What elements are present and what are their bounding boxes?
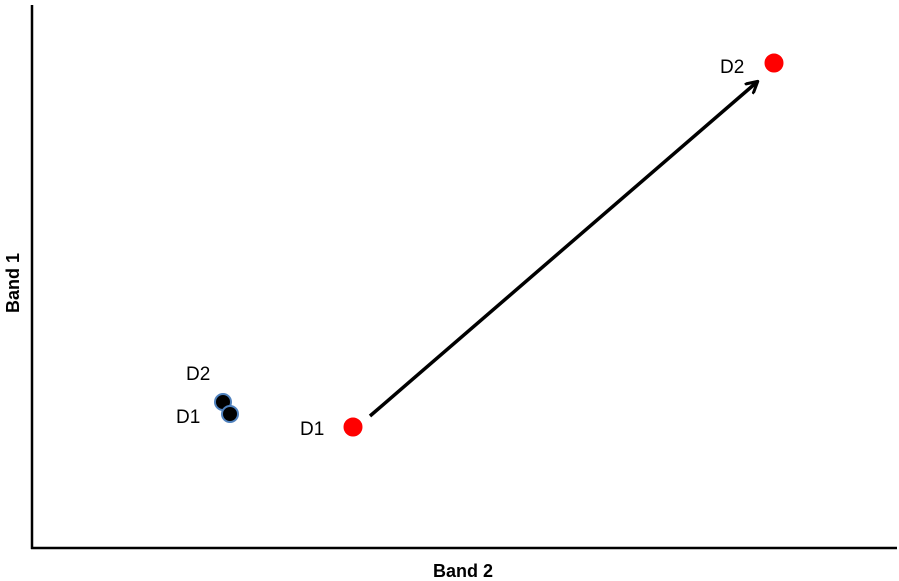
label-black-d1: D1 <box>176 407 200 428</box>
label-black-d2: D2 <box>186 364 210 385</box>
x-axis-label: Band 2 <box>433 561 493 581</box>
point-black-d1 <box>221 405 239 423</box>
y-axis-label: Band 1 <box>3 253 23 313</box>
label-red-d1: D1 <box>300 419 324 440</box>
point-red-d2 <box>764 53 784 73</box>
point-red-d1 <box>343 417 363 437</box>
label-red-d2: D2 <box>720 57 744 78</box>
change-vector-arrow <box>368 82 757 418</box>
